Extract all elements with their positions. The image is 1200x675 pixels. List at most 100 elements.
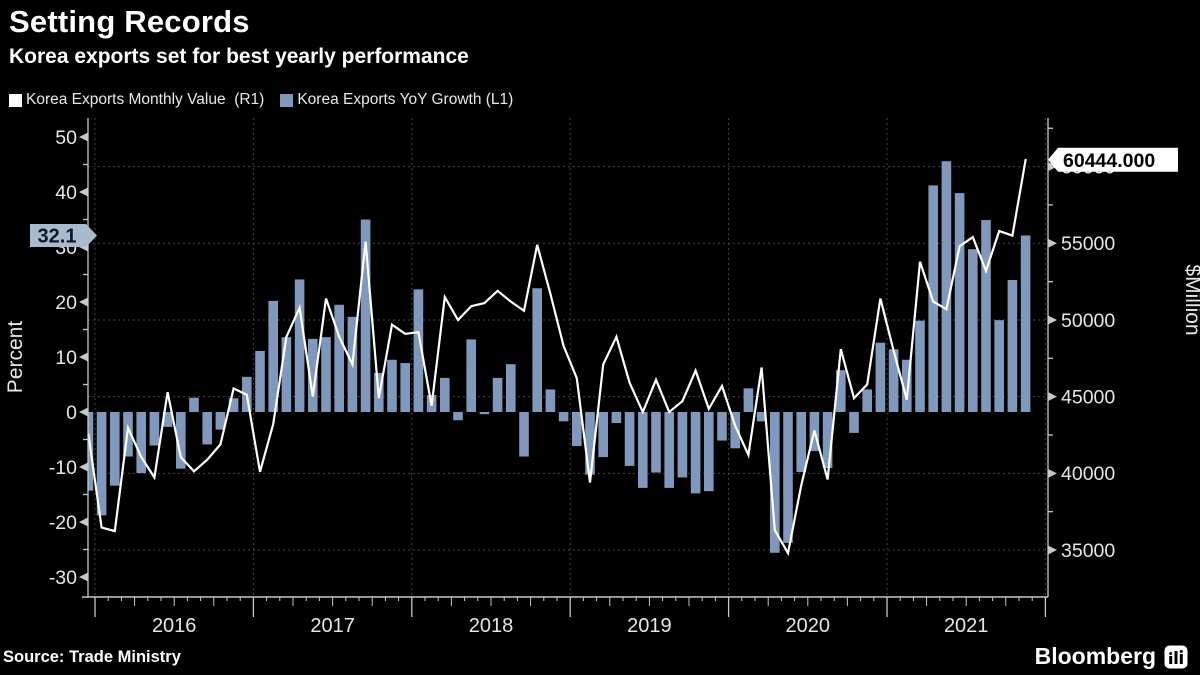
left-tick-label: 20 xyxy=(55,292,77,314)
bar-2018-07 xyxy=(492,377,503,412)
legend-item-yoy-growth: Korea Exports YoY Growth (L1) xyxy=(280,91,513,109)
left-tick-label: 10 xyxy=(55,347,77,369)
bar-2018-09 xyxy=(519,412,529,457)
bar-2019-07 xyxy=(651,412,661,473)
bloomberg-wordmark: Bloomberg xyxy=(1034,643,1156,669)
right-tick-label: 40000 xyxy=(1061,463,1115,485)
bar-2018-05 xyxy=(466,339,476,412)
bar-2021-06 xyxy=(954,193,965,412)
bar-2020-12 xyxy=(875,342,886,412)
x-tick-label-2021: 2021 xyxy=(944,615,989,637)
y-axis-right: 600005500050000450004000035000$Million xyxy=(1048,127,1200,562)
bar-2016-05 xyxy=(149,412,160,446)
bar-2017-09 xyxy=(360,219,371,412)
left-tick-label: -10 xyxy=(49,457,77,479)
x-tick-label-2017: 2017 xyxy=(310,615,355,637)
bar-series-yoy-growth xyxy=(88,161,1031,553)
bar-2019-08 xyxy=(664,412,674,488)
bar-2017-06 xyxy=(321,337,331,412)
bar-2016-09 xyxy=(202,412,212,445)
bar-2018-11 xyxy=(545,389,556,412)
page-subtitle: Korea exports set for best yearly perfor… xyxy=(9,45,469,68)
right-tick-label: 35000 xyxy=(1061,540,1115,562)
right-tick-label: 45000 xyxy=(1061,386,1115,408)
bar-2020-01 xyxy=(730,412,740,449)
bar-2017-01 xyxy=(255,350,265,412)
left-tick-label: 40 xyxy=(55,182,77,204)
bar-2018-06 xyxy=(479,412,490,415)
bar-2020-08 xyxy=(822,412,833,469)
bar-2021-03 xyxy=(915,320,925,412)
bar-2020-02 xyxy=(743,388,754,412)
bar-2019-11 xyxy=(704,412,714,492)
bar-2017-02 xyxy=(268,300,278,412)
svg-text:60444.000: 60444.000 xyxy=(1063,150,1155,172)
bar-2020-11 xyxy=(862,389,872,412)
left-tick-label: 50 xyxy=(55,127,77,149)
bar-2019-09 xyxy=(677,412,688,478)
bar-2020-10 xyxy=(849,412,859,433)
bar-2020-09 xyxy=(836,370,846,412)
source-note: Source: Trade Ministry xyxy=(3,648,181,666)
last-value-badge-left: 32.1 xyxy=(30,223,97,248)
bar-2018-10 xyxy=(532,288,542,412)
last-value-badge-right: 60444.000 xyxy=(1048,147,1178,172)
bar-2016-07 xyxy=(176,412,186,469)
x-tick-label-2020: 2020 xyxy=(786,615,831,637)
bar-2018-08 xyxy=(506,364,516,412)
x-axis: 2016 2017 2018 2019 2020 2021 xyxy=(94,597,1047,637)
bar-2019-10 xyxy=(690,412,701,494)
bar-2016-01 xyxy=(96,412,107,516)
right-tick-label: 55000 xyxy=(1061,233,1115,255)
bar-2016-04 xyxy=(136,412,146,474)
bar-2016-02 xyxy=(110,412,120,486)
bar-2019-01 xyxy=(572,412,582,447)
legend: Korea Exports Monthly Value (R1) Korea E… xyxy=(9,91,513,109)
bar-2016-10 xyxy=(215,412,226,430)
left-tick-label: -20 xyxy=(49,512,77,534)
bar-2017-05 xyxy=(308,338,318,412)
line-series-monthly-value xyxy=(88,158,1027,557)
bar-2016-06 xyxy=(162,412,173,427)
bloomberg-logo: Bloomberg xyxy=(1035,643,1188,670)
bar-2018-01 xyxy=(413,289,424,412)
bar-2021-08 xyxy=(981,220,991,412)
bar-2020-03 xyxy=(756,412,767,422)
bar-2019-02 xyxy=(585,412,595,475)
bar-2021-09 xyxy=(994,320,1004,412)
bar-2020-05 xyxy=(783,412,793,543)
bar-2021-10 xyxy=(1007,280,1018,412)
right-tick-label: 50000 xyxy=(1061,310,1115,332)
bar-2020-06 xyxy=(796,412,806,472)
bar-2019-05 xyxy=(624,412,635,466)
bar-2021-11 xyxy=(1020,235,1031,412)
bar-2016-08 xyxy=(189,397,199,412)
bar-2017-07 xyxy=(334,304,344,412)
bar-2017-04 xyxy=(294,279,305,412)
bar-2021-05 xyxy=(941,161,952,412)
legend-label: Korea Exports Monthly Value (R1) xyxy=(26,91,265,108)
legend-swatch-yoy-growth xyxy=(280,93,294,107)
bar-2019-06 xyxy=(638,412,648,488)
bar-2021-07 xyxy=(968,249,978,412)
legend-item-monthly-value: Korea Exports Monthly Value (R1) xyxy=(9,91,264,109)
right-axis-title: $Million xyxy=(1181,264,1200,335)
bar-2016-11 xyxy=(228,398,239,412)
bar-2018-03 xyxy=(440,377,450,412)
svg-text:32.1: 32.1 xyxy=(38,226,77,248)
bar-2018-04 xyxy=(453,412,463,421)
left-tick-label: 0 xyxy=(66,402,77,424)
bar-2019-04 xyxy=(611,412,622,423)
left-tick-label: -30 xyxy=(49,567,77,589)
bar-2018-12 xyxy=(558,412,569,422)
bar-2017-03 xyxy=(281,337,292,412)
x-tick-label-2018: 2018 xyxy=(469,615,514,637)
legend-label: Korea Exports YoY Growth (L1) xyxy=(297,91,514,108)
bar-2019-12 xyxy=(717,412,727,441)
x-tick-label-2019: 2019 xyxy=(627,615,672,637)
legend-swatch-monthly-value xyxy=(9,93,22,107)
axes xyxy=(82,118,1049,598)
